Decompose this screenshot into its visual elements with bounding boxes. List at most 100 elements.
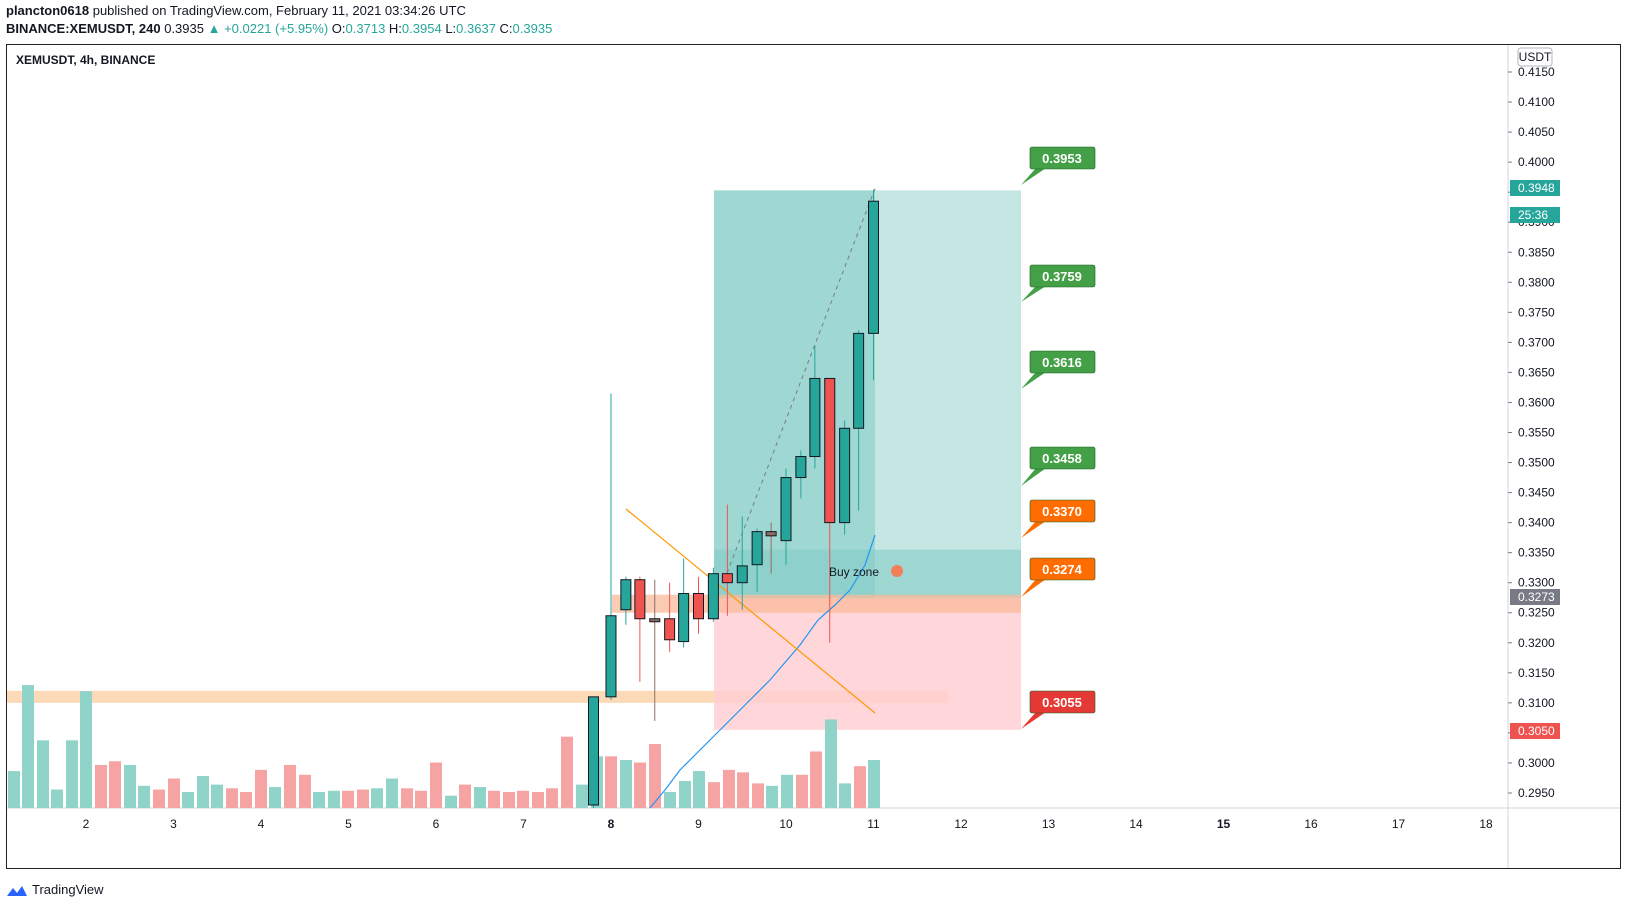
volume-bar xyxy=(810,751,822,808)
price-label-text: 0.3370 xyxy=(1042,504,1082,519)
y-tick-label: 0.3550 xyxy=(1518,425,1555,439)
buy-zone-label: Buy zone xyxy=(829,565,879,579)
tradingview-logo-icon xyxy=(7,885,27,896)
candle-body xyxy=(795,456,807,479)
volume-bar xyxy=(693,771,705,808)
volume-bar xyxy=(109,761,121,808)
candle-body xyxy=(824,377,836,524)
price-label-box xyxy=(1029,264,1096,288)
volume-bar xyxy=(561,736,573,808)
tradingview-footer[interactable]: TradingView xyxy=(6,882,104,898)
volume-bar xyxy=(546,788,558,808)
volume-bar xyxy=(796,774,808,808)
price-change: ▲ +0.0221 (+5.95%) xyxy=(207,21,329,36)
volume-bar xyxy=(124,764,136,808)
price-label-box xyxy=(1029,350,1096,374)
volume-bar xyxy=(269,787,281,808)
axis-price-tag xyxy=(1510,180,1560,196)
x-tick-label: 11 xyxy=(867,817,880,831)
currency-label: USDT xyxy=(1519,50,1552,64)
y-tick-label: 0.3700 xyxy=(1518,335,1555,349)
close-value: 0.3935 xyxy=(512,21,553,36)
volume-bar xyxy=(532,792,544,808)
volume-bar xyxy=(22,685,34,808)
y-tick-label: 0.3800 xyxy=(1518,275,1555,289)
volume-bar xyxy=(386,778,398,808)
volume-bar xyxy=(868,760,880,808)
volume-bar xyxy=(80,691,92,808)
volume-bar xyxy=(342,790,354,808)
volume-bar xyxy=(430,762,442,808)
price-label-pointer xyxy=(1021,521,1046,538)
volume-bar xyxy=(679,780,691,808)
volume-bar xyxy=(708,782,720,808)
volume-bar xyxy=(328,790,340,808)
price-label-box xyxy=(1029,557,1096,581)
last-price: 0.3935 xyxy=(164,21,204,36)
volume-bar xyxy=(66,740,78,808)
x-tick-label: 14 xyxy=(1129,817,1143,831)
volume-bar xyxy=(576,784,588,808)
volume-bar xyxy=(211,784,223,808)
x-tick-label: 6 xyxy=(433,817,440,831)
y-tick-label: 0.3100 xyxy=(1518,696,1555,710)
x-tick-label: 18 xyxy=(1479,817,1493,831)
candle-body xyxy=(780,477,792,542)
candle-body xyxy=(853,332,865,429)
x-tick-label: 16 xyxy=(1304,817,1318,831)
y-tick-label: 0.4000 xyxy=(1518,155,1555,169)
volume-bar xyxy=(854,766,866,808)
candle-body xyxy=(736,565,748,584)
y-tick-label: 0.3000 xyxy=(1518,756,1555,770)
candle-body xyxy=(588,696,599,806)
x-tick-label: 12 xyxy=(954,817,968,831)
x-tick-label: 10 xyxy=(779,817,793,831)
volume-bar xyxy=(357,789,369,808)
x-tick-label: 17 xyxy=(1392,817,1406,831)
volume-bar xyxy=(649,744,661,808)
price-label-text: 0.3759 xyxy=(1042,269,1082,284)
candle-body xyxy=(839,427,851,524)
axis-price-tag xyxy=(1510,207,1560,223)
y-tick-label: 0.3650 xyxy=(1518,365,1555,379)
price-label-pointer xyxy=(1021,168,1046,185)
support-zone xyxy=(7,690,948,703)
volume-bar xyxy=(825,719,837,808)
y-tick-label: 0.3450 xyxy=(1518,486,1555,500)
candle-body xyxy=(721,573,733,584)
price-label-pointer xyxy=(1021,372,1046,389)
publish-line: plancton0618 published on TradingView.co… xyxy=(6,3,466,18)
y-tick-label: 0.3750 xyxy=(1518,305,1555,319)
price-label-text: 0.3274 xyxy=(1042,562,1083,577)
x-tick-label: 4 xyxy=(258,817,265,831)
axis-price-tag xyxy=(1510,723,1560,739)
x-tick-label: 13 xyxy=(1042,817,1056,831)
volume-bar xyxy=(168,778,180,808)
x-tick-label: 7 xyxy=(520,817,527,831)
currency-badge xyxy=(1517,47,1553,67)
volume-bar xyxy=(255,769,267,808)
volume-bar xyxy=(474,787,486,808)
candle-body xyxy=(809,377,821,458)
close-label: C: xyxy=(499,21,513,36)
volume-bar xyxy=(153,789,165,808)
volume-bar xyxy=(299,774,311,808)
volume-bar xyxy=(95,764,107,808)
stop-zone xyxy=(714,598,1021,730)
open-value: 0.3713 xyxy=(345,21,386,36)
y-tick-label: 0.3500 xyxy=(1518,456,1555,470)
author-name[interactable]: plancton0618 xyxy=(6,3,90,18)
axis-price-tag-text: 25:36 xyxy=(1518,208,1548,222)
y-tick-label: 0.2950 xyxy=(1518,786,1555,800)
volume-bar xyxy=(766,785,778,808)
x-tick-label: 15 xyxy=(1217,817,1231,831)
y-tick-label: 0.3150 xyxy=(1518,666,1555,680)
buy-zone-emoji-icon xyxy=(891,565,903,577)
price-label-text: 0.3055 xyxy=(1042,695,1082,710)
volume-bar xyxy=(182,792,194,808)
volume-bar xyxy=(752,783,764,808)
y-tick-label: 0.3350 xyxy=(1518,546,1555,560)
publish-info: published on TradingView.com, February 1… xyxy=(92,3,466,18)
volume-bar xyxy=(371,788,383,808)
